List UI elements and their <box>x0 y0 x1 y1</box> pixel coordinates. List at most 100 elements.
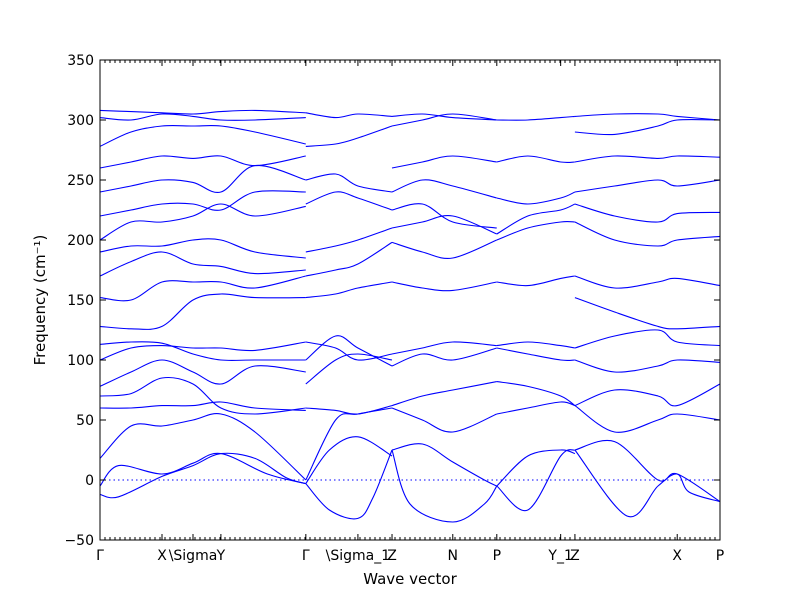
band-line-58 <box>496 115 575 121</box>
band-line-54 <box>496 221 575 241</box>
x-tick-label: Y <box>216 548 226 564</box>
band-line-34 <box>391 443 498 487</box>
band-line-15 <box>99 155 306 169</box>
x-tick-label: X <box>157 548 167 564</box>
x-tick-label: Y_1 <box>547 548 572 564</box>
band-line-25 <box>305 341 393 361</box>
band-line-24 <box>305 335 393 367</box>
band-line-39 <box>391 281 497 292</box>
band-line-42 <box>391 203 497 229</box>
band-line-56 <box>496 191 576 205</box>
band-line-70 <box>574 155 721 163</box>
band-line-5 <box>99 359 306 387</box>
x-tick-label: Γ <box>302 548 310 564</box>
band-line-22 <box>305 405 393 415</box>
band-line-33 <box>391 449 498 523</box>
y-axis-title: Frequency (cm⁻¹) <box>31 235 49 366</box>
band-line-26 <box>305 281 393 299</box>
band-line-45 <box>391 113 497 127</box>
band-line-55 <box>496 203 576 235</box>
band-line-72 <box>574 113 721 121</box>
band-line-51 <box>496 347 575 361</box>
y-tick-label: 100 <box>67 353 94 369</box>
band-line-53 <box>496 275 575 287</box>
band-line-32 <box>305 112 393 119</box>
band-line-11 <box>99 238 306 259</box>
band-line-68 <box>574 203 721 223</box>
band-line-43 <box>391 179 497 199</box>
plot-frame <box>99 59 721 541</box>
band-line-38 <box>391 341 497 355</box>
band-line-49 <box>496 401 576 415</box>
y-tick-label: 150 <box>67 293 94 309</box>
band-line-64 <box>574 329 721 349</box>
band-line-52 <box>496 341 575 349</box>
band-line-35 <box>391 407 498 433</box>
x-tick-label: Z <box>570 548 580 564</box>
band-line-62 <box>574 383 721 407</box>
band-line-69 <box>574 179 721 193</box>
x-axis-title: Wave vector <box>363 570 457 588</box>
y-axis: −50 0 50 100 150 200 250 300 350 <box>64 53 720 549</box>
band-line-40 <box>391 239 498 259</box>
band-line-7 <box>99 341 306 361</box>
y-tick-label: −50 <box>64 533 94 549</box>
band-line-47 <box>496 449 576 512</box>
band-line-8 <box>99 293 306 330</box>
y-tick-label: 0 <box>85 473 94 489</box>
band-line-9 <box>99 275 306 302</box>
y-tick-label: 350 <box>67 53 94 69</box>
band-line-2 <box>99 413 307 481</box>
plot-area <box>99 109 721 523</box>
band-line-50 <box>496 381 576 407</box>
x-tick-label: Γ <box>96 548 104 564</box>
band-line-31 <box>305 125 393 147</box>
band-line-67 <box>574 221 721 247</box>
x-tick-label: P <box>716 548 724 564</box>
band-line-16 <box>99 125 306 147</box>
x-tick-label: Z <box>387 548 397 564</box>
band-line-65 <box>574 297 721 330</box>
band-line-71 <box>574 119 721 136</box>
band-line-27 <box>305 241 393 277</box>
band-line-18 <box>99 109 306 115</box>
band-line-21 <box>305 407 393 481</box>
x-tick-label: N <box>448 548 458 564</box>
band-line-57 <box>496 155 575 163</box>
y-tick-label: 250 <box>67 173 94 189</box>
band-line-46 <box>391 113 497 121</box>
x-tick-label: \Sigma <box>169 548 218 564</box>
band-line-66 <box>574 275 721 289</box>
band-line-0 <box>99 452 306 499</box>
x-tick-label: X <box>672 548 682 564</box>
band-line-17 <box>99 113 306 121</box>
band-line-4 <box>99 377 306 415</box>
band-line-19 <box>305 449 393 520</box>
band-line-30 <box>305 173 393 193</box>
band-line-36 <box>391 381 497 407</box>
x-axis: Γ X \Sigma Y Γ \Sigma_1Z N P Y_1Z X P <box>96 60 724 564</box>
band-line-41 <box>391 215 498 235</box>
band-line-28 <box>305 227 393 253</box>
band-line-60 <box>574 439 721 503</box>
band-line-23 <box>305 353 393 385</box>
band-line-6 <box>99 341 306 361</box>
band-line-10 <box>99 251 306 277</box>
band-line-1 <box>99 452 306 487</box>
x-tick-label: \Sigma_1 <box>326 548 391 564</box>
band-line-29 <box>305 191 393 211</box>
band-line-14 <box>99 164 306 194</box>
band-line-37 <box>391 347 497 367</box>
band-line-12 <box>99 203 306 241</box>
band-line-48 <box>496 449 576 487</box>
y-tick-label: 300 <box>67 113 94 129</box>
band-line-20 <box>305 436 393 484</box>
band-line-3 <box>99 401 306 411</box>
band-line-59 <box>574 449 721 518</box>
band-line-13 <box>99 190 306 217</box>
band-line-44 <box>391 155 497 169</box>
band-line-61 <box>574 405 721 433</box>
y-tick-label: 200 <box>67 233 94 249</box>
x-tick-label: P <box>493 548 501 564</box>
